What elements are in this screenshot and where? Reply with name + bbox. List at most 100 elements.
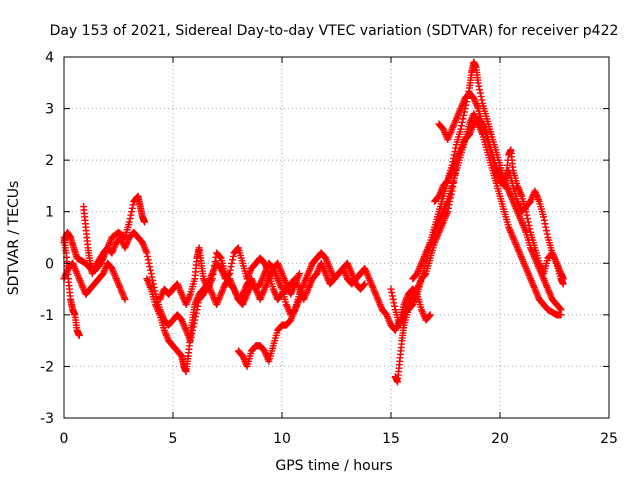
- data-point: [388, 289, 396, 297]
- data-point: [144, 256, 152, 264]
- data-point: [474, 79, 482, 87]
- y-tick-label: 0: [45, 256, 54, 272]
- y-tick-label: -2: [40, 359, 54, 375]
- data-point: [457, 125, 465, 133]
- axis-ticks: [63, 56, 610, 419]
- data-point: [388, 292, 396, 300]
- data-point: [295, 270, 303, 278]
- x-tick-label: 5: [169, 431, 178, 447]
- data-point: [129, 201, 137, 209]
- data-point: [141, 218, 149, 226]
- data-point: [426, 312, 434, 320]
- plot-frame: [63, 56, 610, 419]
- data-point: [128, 204, 136, 212]
- data-point: [540, 213, 548, 221]
- data-point: [458, 118, 466, 126]
- data-point: [144, 252, 152, 260]
- data-point: [459, 115, 467, 123]
- series-segment: [156, 244, 303, 309]
- x-tick-label: 20: [491, 431, 509, 447]
- x-tick-label: 15: [382, 431, 400, 447]
- data-point: [226, 266, 234, 274]
- data-point: [121, 295, 129, 303]
- data-point: [228, 259, 236, 267]
- axis-tick-labels: 0 5 10 15 20 25 -3 -2 -1 0 1 2 3 4: [40, 50, 618, 447]
- data-point: [500, 181, 508, 189]
- data-point: [525, 221, 533, 229]
- data-point: [126, 215, 134, 223]
- series-segment: [435, 89, 567, 288]
- data-point: [143, 249, 151, 257]
- data-point: [229, 252, 237, 260]
- data-point: [229, 256, 237, 264]
- data-point: [556, 305, 564, 313]
- data-point: [127, 211, 135, 219]
- data-point: [522, 208, 530, 216]
- data-point: [209, 270, 217, 278]
- data-series: [60, 58, 567, 386]
- data-point: [361, 280, 369, 288]
- y-tick-label: -1: [40, 308, 54, 324]
- data-point: [500, 182, 508, 190]
- data-point: [146, 263, 154, 271]
- data-point: [502, 172, 510, 180]
- data-point: [501, 177, 509, 185]
- data-point: [387, 285, 395, 293]
- data-point: [447, 191, 455, 199]
- y-tick-label: 2: [45, 153, 54, 169]
- y-tick-label: 1: [45, 205, 54, 221]
- data-point: [75, 331, 83, 339]
- y-tick-label: 4: [45, 50, 54, 66]
- data-point: [452, 161, 460, 169]
- x-tick-label: 10: [273, 431, 291, 447]
- y-axis-label: SDTVAR / TECUs: [6, 181, 22, 296]
- data-point: [503, 161, 511, 169]
- y-tick-label: 3: [45, 102, 54, 118]
- series-segment: [60, 259, 129, 303]
- data-point: [449, 183, 457, 191]
- data-point: [524, 215, 532, 223]
- data-point: [503, 166, 511, 174]
- data-point: [524, 218, 532, 226]
- data-point: [147, 270, 155, 278]
- data-point: [476, 89, 484, 97]
- series-segment: [387, 161, 460, 329]
- data-point: [559, 280, 567, 288]
- data-point: [540, 216, 548, 224]
- data-point: [478, 96, 486, 104]
- data-point: [526, 225, 534, 233]
- data-point: [475, 82, 483, 90]
- data-point: [557, 306, 565, 314]
- data-point: [146, 266, 154, 274]
- data-point: [210, 266, 218, 274]
- data-point: [426, 311, 434, 319]
- data-point: [449, 178, 457, 186]
- data-point: [447, 194, 455, 202]
- data-point: [543, 227, 551, 235]
- data-point: [457, 122, 465, 130]
- data-point: [476, 86, 484, 94]
- data-point: [360, 281, 368, 289]
- data-point: [227, 263, 235, 271]
- series-segment: [391, 110, 565, 386]
- y-tick-label: -3: [40, 411, 54, 427]
- data-point: [452, 166, 460, 174]
- series-SDTVAR: [60, 58, 567, 386]
- x-axis-label: GPS time / hours: [275, 458, 392, 474]
- data-point: [148, 273, 156, 281]
- grid-lines: [64, 57, 609, 418]
- data-point: [421, 270, 429, 278]
- series-segment: [234, 249, 369, 370]
- data-point: [542, 223, 550, 231]
- data-point: [208, 275, 216, 283]
- series-segment: [80, 203, 434, 345]
- series-segment: [409, 58, 565, 314]
- chart-title: Day 153 of 2021, Sidereal Day-to-day VTE…: [50, 23, 619, 39]
- data-point: [448, 187, 456, 195]
- x-tick-label: 0: [60, 431, 69, 447]
- data-point: [389, 295, 397, 303]
- data-point: [145, 259, 153, 267]
- data-point: [543, 230, 551, 238]
- data-point: [446, 197, 454, 205]
